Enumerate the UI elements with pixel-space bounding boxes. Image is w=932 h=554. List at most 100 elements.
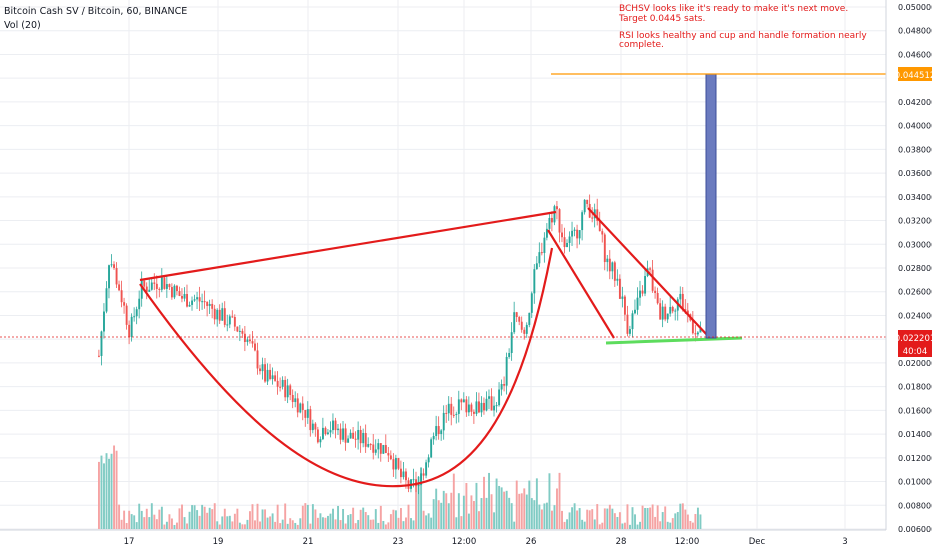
candle-body	[583, 199, 586, 213]
volume-bar	[470, 495, 473, 529]
volume-bar	[168, 514, 171, 529]
volume-bar	[130, 514, 133, 529]
candle-body	[384, 445, 387, 454]
volume-bar	[548, 473, 551, 529]
support-line[interactable]	[605, 336, 743, 345]
volume-bar	[518, 493, 521, 529]
volume-bar	[556, 488, 558, 529]
candle-body	[510, 332, 513, 354]
candle-body	[636, 297, 639, 310]
annotation-line-2: Target 0.0445 sats.	[618, 14, 705, 24]
volume-bar	[274, 521, 277, 529]
candle-body	[467, 404, 470, 413]
volume-bar	[372, 519, 375, 529]
annotation-line-3: RSI looks healthy and cup and handle for…	[619, 31, 867, 41]
volume-bar	[249, 511, 251, 529]
candle-body	[105, 288, 108, 312]
volume-bar	[596, 504, 599, 529]
volume-bar	[427, 513, 430, 529]
candle-body	[457, 399, 460, 414]
volume-bar	[128, 510, 131, 529]
candle-body	[186, 293, 188, 307]
candle-body	[525, 324, 528, 334]
volume-bar	[498, 485, 501, 529]
volume-bar	[405, 517, 407, 529]
volume-bar	[412, 520, 415, 529]
candle-body	[392, 459, 395, 470]
candle-body	[344, 428, 347, 443]
annotation-line-4: complete.	[619, 40, 664, 50]
handle-lower-line[interactable]	[547, 229, 615, 339]
volume-bar	[644, 507, 647, 529]
candle-body	[498, 389, 501, 406]
candle-body	[108, 265, 110, 289]
candle-body	[598, 220, 601, 232]
volume-bar	[294, 522, 297, 529]
candle-body	[493, 405, 496, 411]
candle-body	[556, 206, 558, 210]
candle-body	[480, 402, 483, 413]
volume-bar	[163, 524, 166, 529]
volume-bar	[254, 520, 256, 529]
volume-bar	[606, 508, 609, 529]
candle-body	[656, 292, 659, 304]
candle-body	[261, 364, 264, 372]
candle-body	[518, 317, 521, 322]
candle-body	[538, 252, 541, 264]
volume-bar	[676, 512, 679, 529]
candle-body	[319, 439, 322, 443]
candle-body	[123, 302, 126, 306]
volume-bar	[503, 491, 506, 529]
volume-bar	[324, 517, 327, 529]
volume-bar	[306, 504, 309, 529]
volume-bar	[133, 515, 136, 529]
candle-body	[130, 316, 133, 337]
volume-bar	[578, 508, 581, 529]
candle-body	[259, 368, 261, 372]
candle-body	[193, 299, 196, 301]
symbol-title: Bitcoin Cash SV / Bitcoin, 60, BINANCE	[4, 6, 187, 17]
volume-bar	[510, 503, 513, 529]
rim-trend-line[interactable]	[139, 210, 557, 282]
volume-bar	[505, 490, 508, 529]
candle-body	[352, 432, 355, 439]
handle-upper-line[interactable]	[587, 207, 709, 337]
volume-bar	[475, 482, 478, 529]
volume-bar	[148, 517, 151, 529]
cup-curve[interactable]	[139, 247, 554, 488]
volume-bar	[664, 506, 667, 529]
volume-bar	[261, 509, 264, 529]
candle-body	[306, 409, 309, 418]
volume-bar	[143, 517, 146, 529]
candle-body	[540, 252, 543, 254]
candle-body	[327, 432, 329, 435]
candle-body	[158, 288, 161, 290]
volume-bar	[530, 498, 533, 529]
candle-body	[596, 209, 599, 221]
target-price-badge-text: 0.044512	[895, 71, 932, 81]
volume-bar	[98, 461, 100, 529]
candle-body	[495, 405, 498, 407]
volume-bar	[321, 517, 324, 529]
candle-body	[269, 369, 272, 380]
candle-body	[661, 306, 664, 320]
countdown-badge-text: 40:04	[903, 347, 928, 357]
volume-bar	[598, 524, 601, 529]
candle-body	[699, 328, 702, 333]
volume-bar	[123, 510, 126, 529]
volume-bar	[120, 519, 123, 529]
volume-bar	[170, 518, 173, 529]
volume-bar	[256, 503, 259, 529]
volume-bar	[626, 504, 629, 529]
candle-body	[276, 380, 279, 387]
idea-annotation[interactable]: BCHSV looks like it's ready to make it's…	[618, 4, 867, 50]
volume-bar	[332, 508, 334, 529]
time-axis[interactable]: 17 19 21 23 12:00 26 28 12:00 Dec 3	[0, 529, 886, 547]
target-bar[interactable]	[705, 73, 717, 339]
